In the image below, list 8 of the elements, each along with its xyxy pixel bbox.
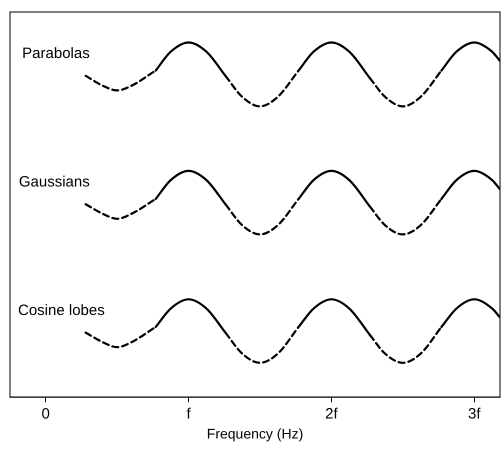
x-tick-label: 3f bbox=[468, 405, 482, 422]
series-label: Cosine lobes bbox=[18, 302, 105, 319]
x-tick-label: 0 bbox=[42, 405, 50, 422]
x-axis-title: Frequency (Hz) bbox=[206, 425, 304, 442]
x-tick-label: 2f bbox=[325, 405, 339, 422]
x-tick-label: f bbox=[186, 405, 192, 422]
series-label: Parabolas bbox=[22, 44, 90, 62]
series-label: Gaussians bbox=[18, 173, 90, 190]
